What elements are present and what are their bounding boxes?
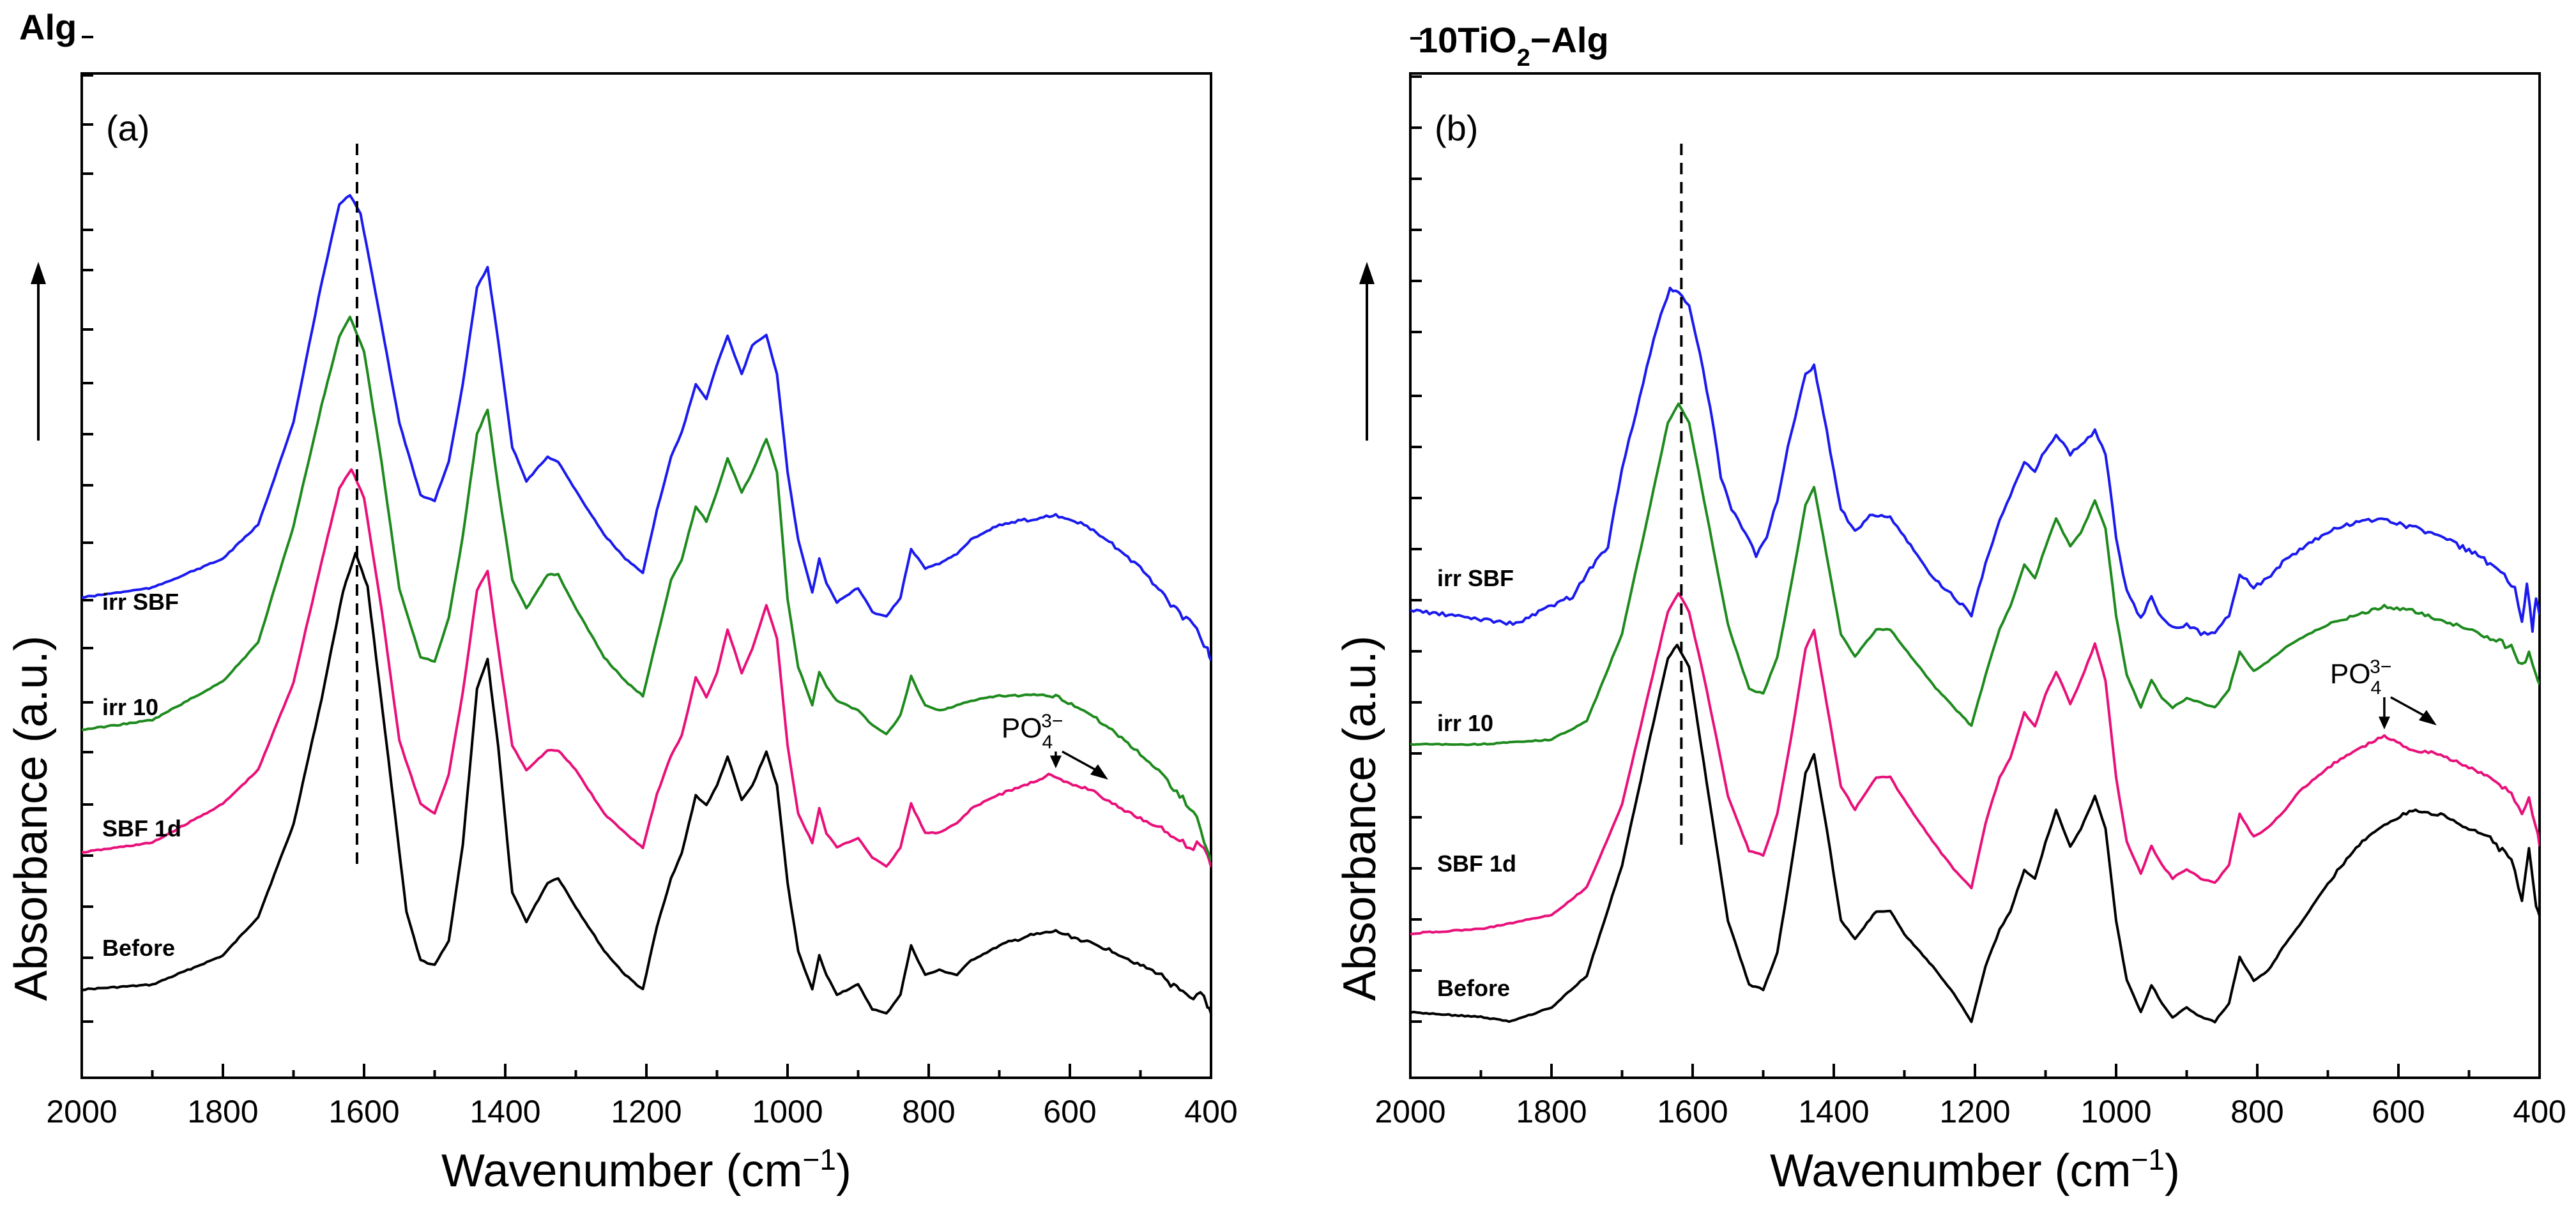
- x-tick-label: 600: [1043, 1094, 1096, 1130]
- y-axis-arrow-head: [1359, 262, 1375, 284]
- series-label: Before: [102, 935, 175, 961]
- x-tick-label: 600: [2372, 1094, 2425, 1130]
- y-axis-arrow-head: [31, 262, 46, 284]
- x-axis-label-close: ): [836, 1145, 851, 1197]
- series-group: [82, 193, 1211, 1015]
- series-line-irr-10: [82, 315, 1211, 861]
- title-rest: −Alg: [1530, 20, 1609, 60]
- x-axis-label-sup: −1: [803, 1143, 836, 1176]
- annotation-arrowhead-down: [2378, 716, 2390, 730]
- x-axis-label: Wavenumber (cm−1): [1770, 1143, 2180, 1197]
- annotation-arrowhead-right: [2418, 710, 2437, 725]
- annotation-arrowhead-down: [1049, 755, 1062, 769]
- x-tick-label: 400: [2513, 1094, 2566, 1130]
- panel-title: 10TiO2−Alg: [1418, 20, 1609, 72]
- x-axis-label-sup: −1: [2131, 1143, 2165, 1176]
- x-tick-label: 1000: [2080, 1094, 2151, 1130]
- x-tick-label: 800: [902, 1094, 955, 1130]
- annotation-sub: 4: [1042, 732, 1053, 753]
- panel-a: 2000 1800 1600 1400 1200 1000 800 600 400 Alg (a) W…: [6, 7, 1238, 1197]
- x-tick-label: 1800: [1516, 1094, 1587, 1130]
- y-axis-label: Absorbance (a.u.): [1334, 635, 1385, 1001]
- title-subscript: 2: [1517, 45, 1530, 72]
- panel-b: 2000 1800 1600 1400 1200 1000 800 600 400 10TiO2−…: [1334, 20, 2566, 1197]
- x-tick-label: 400: [1184, 1094, 1237, 1130]
- series-line-irr-10: [1410, 402, 2540, 746]
- annotation-sup: 3−: [2370, 656, 2391, 677]
- series-label: Before: [1437, 975, 1510, 1001]
- series-label: irr SBF: [102, 589, 179, 615]
- series-label: SBF 1d: [1437, 850, 1516, 877]
- annotation-sub: 4: [2370, 677, 2381, 699]
- y-axis-label: Absorbance (a.u.): [6, 635, 57, 1001]
- plot-frame: [80, 72, 1212, 1079]
- phosphate-annotation: PO43−: [2330, 656, 2391, 699]
- x-tick-label: 800: [2230, 1094, 2283, 1130]
- series-label: SBF 1d: [102, 815, 181, 842]
- x-tick-label: 1000: [752, 1094, 823, 1130]
- x-tick-label: 2000: [1375, 1094, 1445, 1130]
- series-label: irr SBF: [1437, 565, 1514, 591]
- series-label: irr 10: [102, 694, 158, 720]
- x-axis-label-close: ): [2165, 1145, 2180, 1197]
- x-tick-label: 1200: [1939, 1094, 2010, 1130]
- panel-letter: (a): [106, 108, 149, 148]
- series-label: irr 10: [1437, 710, 1493, 736]
- series-line-sbf-1d: [1410, 592, 2540, 935]
- x-tick-label: 1400: [1798, 1094, 1869, 1130]
- annotation-arrowhead-right: [1090, 764, 1108, 780]
- series-line-before: [1410, 644, 2540, 1024]
- panel-title: Alg: [19, 7, 77, 47]
- x-tick-label: 1600: [1657, 1094, 1728, 1130]
- series-line-sbf-1d: [82, 468, 1211, 868]
- panel-letter: (b): [1435, 108, 1478, 148]
- x-tick-label: 1800: [187, 1094, 258, 1130]
- x-tick-label: 1600: [328, 1094, 399, 1130]
- x-tick-label: 1400: [469, 1094, 540, 1130]
- x-tick-label: 1200: [611, 1094, 682, 1130]
- phosphate-annotation: PO43−: [1002, 711, 1063, 753]
- series-line-before: [82, 552, 1211, 1015]
- series-line-irr-sbf: [1410, 286, 2540, 637]
- series-group: [1410, 286, 2540, 1024]
- x-axis-label: Wavenumber (cm−1): [441, 1143, 851, 1197]
- plot-frame: [1409, 72, 2541, 1079]
- series-line-irr-sbf: [82, 193, 1211, 661]
- annotation-sup: 3−: [1041, 711, 1063, 732]
- x-tick-label: 2000: [46, 1094, 117, 1130]
